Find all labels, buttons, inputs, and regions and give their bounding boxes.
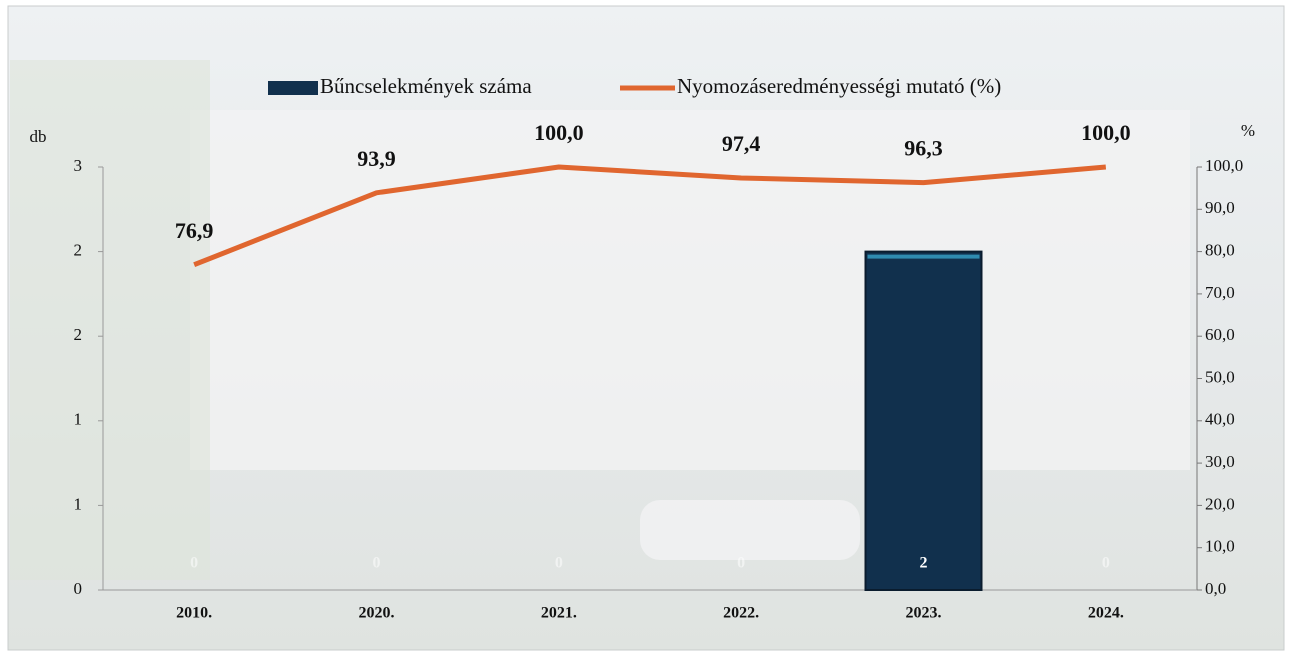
data-label: 100,0 [534,120,584,145]
y2-tick-label: 90,0 [1205,198,1235,217]
data-label: 0 [1102,555,1110,572]
data-label: 100,0 [1081,120,1131,145]
legend-label: Bűncselekmények száma [320,74,532,98]
y-tick-label: 0 [74,579,83,598]
data-label: 0 [373,555,381,572]
y2-tick-label: 60,0 [1205,325,1235,344]
y2-tick-label: 100,0 [1205,156,1243,175]
y2-tick-label: 50,0 [1205,367,1235,386]
backdrop-car [640,500,860,560]
x-tick-label: 2021. [541,605,577,622]
data-label: 96,3 [904,136,943,161]
y2-tick-label: 70,0 [1205,283,1235,302]
y2-axis-label: % [1241,121,1255,140]
data-label: 93,9 [357,146,396,171]
y2-tick-label: 30,0 [1205,452,1235,471]
line [193,164,1107,268]
y-axis-label: db [30,127,47,146]
bar [864,250,983,591]
y-tick-label: 1 [74,410,83,429]
backdrop-tree [10,60,210,580]
data-label: 0 [555,555,563,572]
x-tick-label: 2010. [176,605,212,622]
y-tick-label: 3 [74,156,83,175]
data-label: 76,9 [175,218,214,243]
x-tick-label: 2022. [723,605,759,622]
x-tick-label: 2023. [906,605,942,622]
legend-label: Nyomozáseredményességi mutató (%) [677,74,1001,98]
data-label: 0 [737,555,745,572]
x-tick-label: 2024. [1088,605,1124,622]
data-label: 0 [190,555,198,572]
y2-tick-label: 0,0 [1205,579,1226,598]
y-tick-label: 2 [74,241,83,260]
y-tick-label: 1 [74,494,83,513]
data-label: 97,4 [722,131,761,156]
x-tick-label: 2020. [359,605,395,622]
y2-tick-label: 40,0 [1205,410,1235,429]
bar-highlight [867,254,980,259]
legend-swatch [268,81,318,95]
y2-tick-label: 20,0 [1205,494,1235,513]
backdrop-building [190,110,1190,470]
y-tick-label: 2 [74,325,83,344]
data-label: 2 [920,555,928,572]
y2-tick-label: 10,0 [1205,537,1235,556]
y2-tick-label: 80,0 [1205,241,1235,260]
